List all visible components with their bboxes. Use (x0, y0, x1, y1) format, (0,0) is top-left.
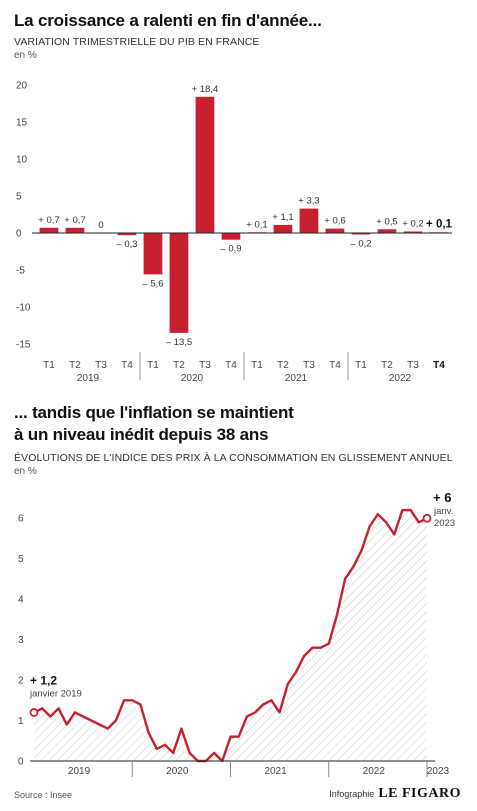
year-label: 2020 (181, 373, 204, 384)
chart1-title: La croissance a ralenti en fin d'année..… (14, 11, 322, 30)
quarter-label: T4 (121, 360, 133, 371)
year-label: 2019 (77, 373, 100, 384)
y-tick-label: 5 (16, 192, 22, 203)
y-tick-label: 4 (18, 595, 24, 606)
value-label: + 3,3 (298, 196, 319, 207)
value-label: + 1,1 (272, 212, 293, 223)
year-label: 2021 (264, 766, 287, 777)
bar (351, 233, 371, 235)
y-tick-label: 2 (18, 676, 24, 687)
bar (377, 229, 397, 233)
value-label-highlight: + 0,1 (426, 218, 453, 230)
inflation-area (34, 510, 427, 761)
y-tick-label: 15 (16, 118, 28, 129)
y-tick-label: -15 (16, 340, 31, 351)
quarter-label: T2 (173, 360, 185, 371)
inflation-area-chart: 0 1 2 3 4 5 6 2019 2020 2021 2022 2023 + 1,2janvier … (18, 490, 455, 777)
y-tick-label: -5 (16, 266, 25, 277)
value-label: + 0,5 (376, 216, 397, 227)
quarter-label: T3 (199, 360, 211, 371)
quarter-label: T4 (329, 360, 341, 371)
bar (299, 208, 319, 233)
chart2-title-line2: à un niveau inédit depuis 38 ans (14, 425, 269, 444)
bar (143, 233, 163, 275)
year-label: 2020 (166, 766, 189, 777)
bar (403, 231, 423, 233)
value-label: – 0,9 (220, 244, 241, 255)
quarter-label: T1 (147, 360, 159, 371)
bar (325, 228, 345, 233)
end-marker (422, 513, 432, 523)
bar (195, 96, 215, 233)
value-label: + 18,4 (192, 84, 219, 95)
bar (169, 233, 189, 333)
y-tick-label: 0 (16, 229, 22, 240)
y-tick-label: 6 (18, 514, 24, 525)
chart2-unit: en % (14, 466, 37, 477)
credit-label: Infographie (329, 789, 375, 799)
bar (221, 233, 241, 240)
quarter-label: T4 (225, 360, 237, 371)
value-label: + 0,2 (402, 219, 423, 230)
bar (39, 227, 59, 233)
value-label: – 0,2 (350, 238, 371, 249)
quarter-label: T3 (303, 360, 315, 371)
quarter-label: T3 (407, 360, 419, 371)
end-annotation-label: 2023 (434, 518, 455, 529)
year-label: 2021 (285, 373, 308, 384)
quarter-label: T2 (277, 360, 289, 371)
year-label: 2022 (363, 766, 386, 777)
chart1-unit: en % (14, 50, 37, 61)
bar (65, 227, 85, 233)
quarter-label: T2 (381, 360, 393, 371)
value-label: – 5,6 (142, 278, 163, 289)
y-tick-label: -10 (16, 303, 31, 314)
value-label: + 0,6 (324, 216, 345, 227)
quarter-label: T3 (95, 360, 107, 371)
y-tick-label: 20 (16, 81, 28, 92)
quarter-label-highlight: T4 (433, 360, 445, 371)
chart2-title-line1: ... tandis que l'inflation se maintient (14, 403, 294, 422)
end-annotation-value: + 6 (433, 490, 451, 505)
start-annotation-label: janvier 2019 (29, 688, 82, 699)
inflation-line (33, 508, 428, 763)
end-annotation-label: janv. (433, 506, 453, 517)
year-label: 2022 (389, 373, 412, 384)
year-label: 2019 (68, 766, 91, 777)
quarter-label: T1 (43, 360, 55, 371)
source-note: Source : Insee (14, 790, 73, 800)
value-label: – 13,5 (166, 337, 192, 348)
quarter-label: T2 (69, 360, 81, 371)
value-label: + 0,7 (38, 215, 59, 226)
year-label: 2023 (427, 766, 450, 777)
value-label: 0 (98, 220, 103, 231)
start-marker (29, 708, 39, 717)
y-tick-label: 10 (16, 155, 28, 166)
y-tick-label: 0 (18, 757, 24, 768)
value-label: + 0,7 (64, 215, 85, 226)
y-tick-label: 1 (18, 716, 24, 727)
gdp-bar-chart: 20 15 10 5 0 -5 -10 -15 + 0,7 + 0,7 0 – 0,3 – 5,6 – 1… (16, 81, 453, 385)
credit: Infographie LE FIGARO (329, 786, 461, 802)
y-tick-label: 3 (18, 635, 24, 646)
chart2-subtitle: ÉVOLUTIONS DE L'INDICE DES PRIX À LA CON… (14, 452, 453, 464)
value-label: + 0,1 (246, 219, 267, 230)
value-label: – 0,3 (116, 239, 137, 250)
brand-logo: LE FIGARO (378, 786, 461, 801)
bar (117, 233, 137, 236)
start-annotation-value: + 1,2 (30, 673, 57, 687)
y-tick-label: 5 (18, 554, 24, 565)
chart1-subtitle: VARIATION TRIMESTRIELLE DU PIB EN FRANCE (14, 36, 260, 48)
quarter-label: T1 (355, 360, 367, 371)
bar (273, 224, 293, 233)
quarter-label: T1 (251, 360, 263, 371)
